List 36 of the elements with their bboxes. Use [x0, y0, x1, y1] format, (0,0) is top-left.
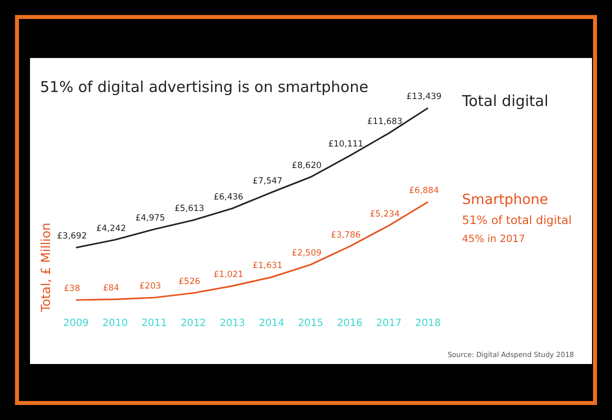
x-tick-label: 2010 — [102, 318, 128, 329]
data-label: £38 — [64, 284, 80, 294]
x-tick-label: 2012 — [180, 318, 206, 329]
data-label: £5,234 — [370, 210, 400, 220]
x-tick-label: 2015 — [298, 318, 324, 329]
data-label: £1,631 — [252, 261, 282, 272]
data-label: £11,683 — [367, 117, 402, 128]
x-tick-label: 2017 — [376, 318, 402, 329]
data-label: £4,975 — [135, 213, 166, 224]
data-label: £84 — [102, 283, 120, 294]
data-label: £13,439 — [406, 92, 442, 102]
data-label: £203 — [139, 282, 162, 292]
y-axis-title: Total, £ Million — [38, 222, 53, 313]
text: Smartphone — [462, 192, 548, 208]
data-label: £10,111 — [328, 140, 364, 150]
x-tick-label: 2018 — [415, 318, 441, 329]
x-tick-label: 2009 — [63, 318, 89, 329]
x-tick-label: 2013 — [220, 318, 246, 329]
text: 51% of total digital — [462, 212, 572, 227]
text: 45% in 2017 — [462, 234, 526, 245]
x-tick-label: 2014 — [258, 318, 284, 329]
data-label: £6,436 — [214, 192, 244, 202]
x-tick-label: 2011 — [141, 318, 167, 329]
chart-title: 51% of digital advertising is on smartphone — [40, 78, 368, 96]
data-label: £5,613 — [174, 204, 204, 214]
text: Total digital — [461, 92, 548, 110]
data-label: £3,786 — [330, 230, 361, 240]
data-label: £526 — [178, 277, 200, 288]
data-label: £4,242 — [96, 224, 126, 234]
data-label: £2,509 — [292, 248, 322, 259]
x-tick-label: 2016 — [337, 318, 363, 329]
data-label: £7,547 — [252, 176, 282, 186]
data-label: £8,620 — [292, 161, 322, 172]
data-label: £6,884 — [409, 186, 439, 196]
data-label: £3,692 — [57, 232, 87, 242]
data-label: £1,021 — [214, 270, 244, 280]
